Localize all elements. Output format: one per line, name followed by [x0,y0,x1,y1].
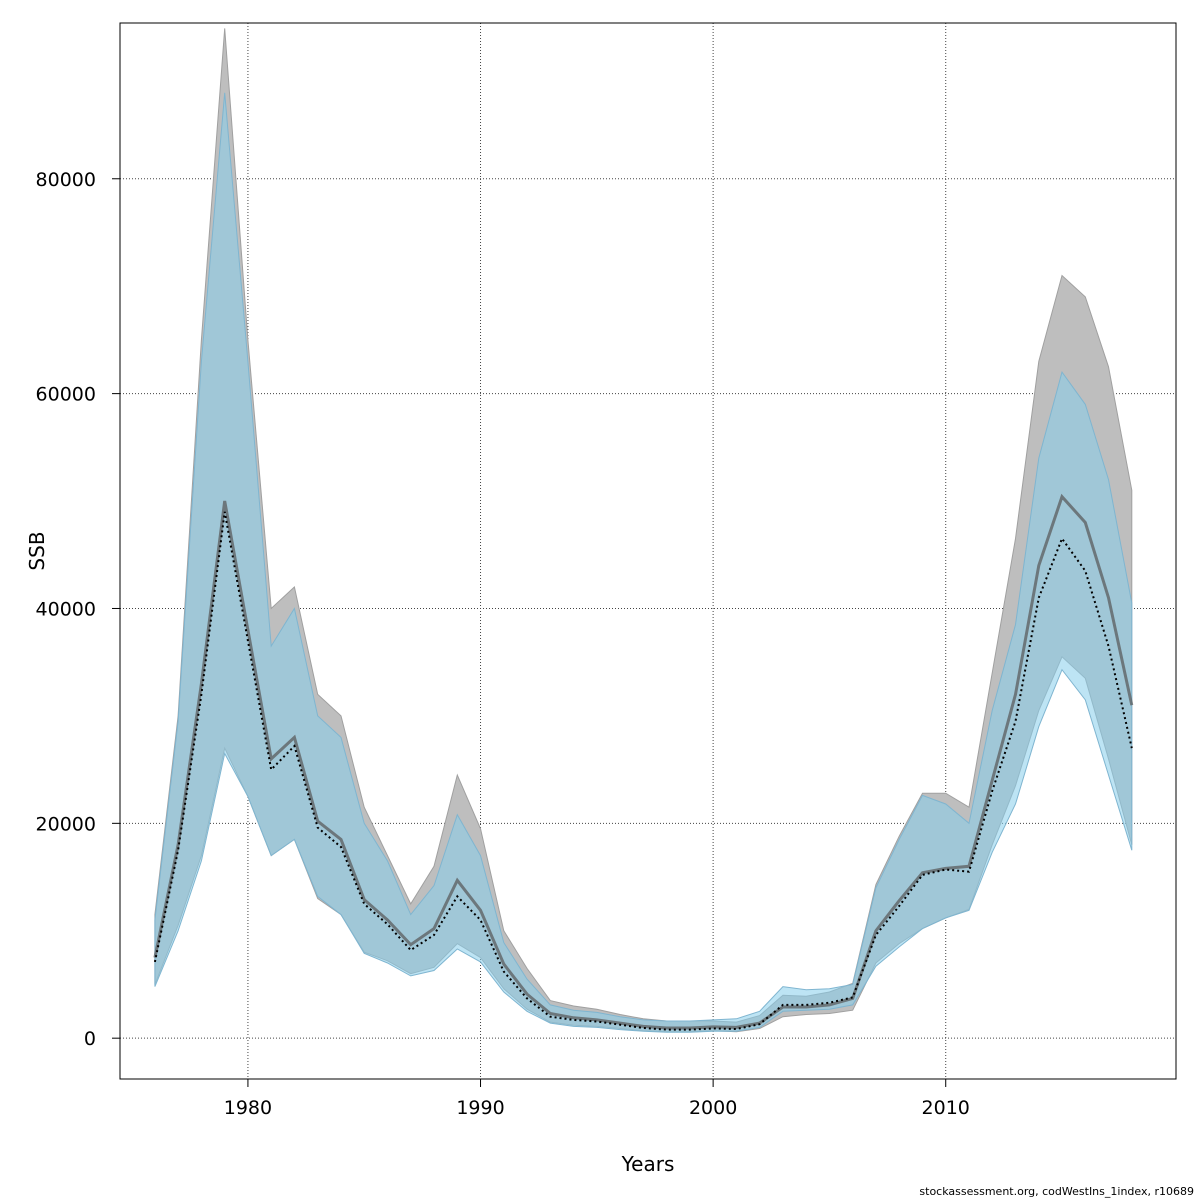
confidence-band-1 [154,92,1133,1033]
estimate-line-0 [153,493,1134,1030]
footer-credit: stockassessment.org, codWestIns_1index, … [919,1185,1194,1198]
x-tick-label-1: 1990 [456,1097,504,1119]
series-layer [153,28,1134,1033]
y-axis-title: SSB [25,531,49,570]
y-tick-label-4: 80000 [36,169,96,191]
y-tick-label-2: 40000 [36,598,96,620]
x-tick-label-3: 2010 [922,1097,970,1119]
y-tick-label-0: 0 [84,1028,96,1050]
estimate-line-1 [153,511,1133,1031]
confidence-band-0 [154,28,1133,1033]
x-tick-label-0: 1980 [224,1097,272,1119]
axes: 1980 1990 2000 2010 0 20000 40000 60000 80000 [36,169,970,1119]
y-tick-label-3: 60000 [36,384,96,406]
y-tick-label-1: 20000 [36,813,96,835]
x-tick-label-2: 2000 [689,1097,737,1119]
x-axis-title: Years [621,1152,675,1176]
